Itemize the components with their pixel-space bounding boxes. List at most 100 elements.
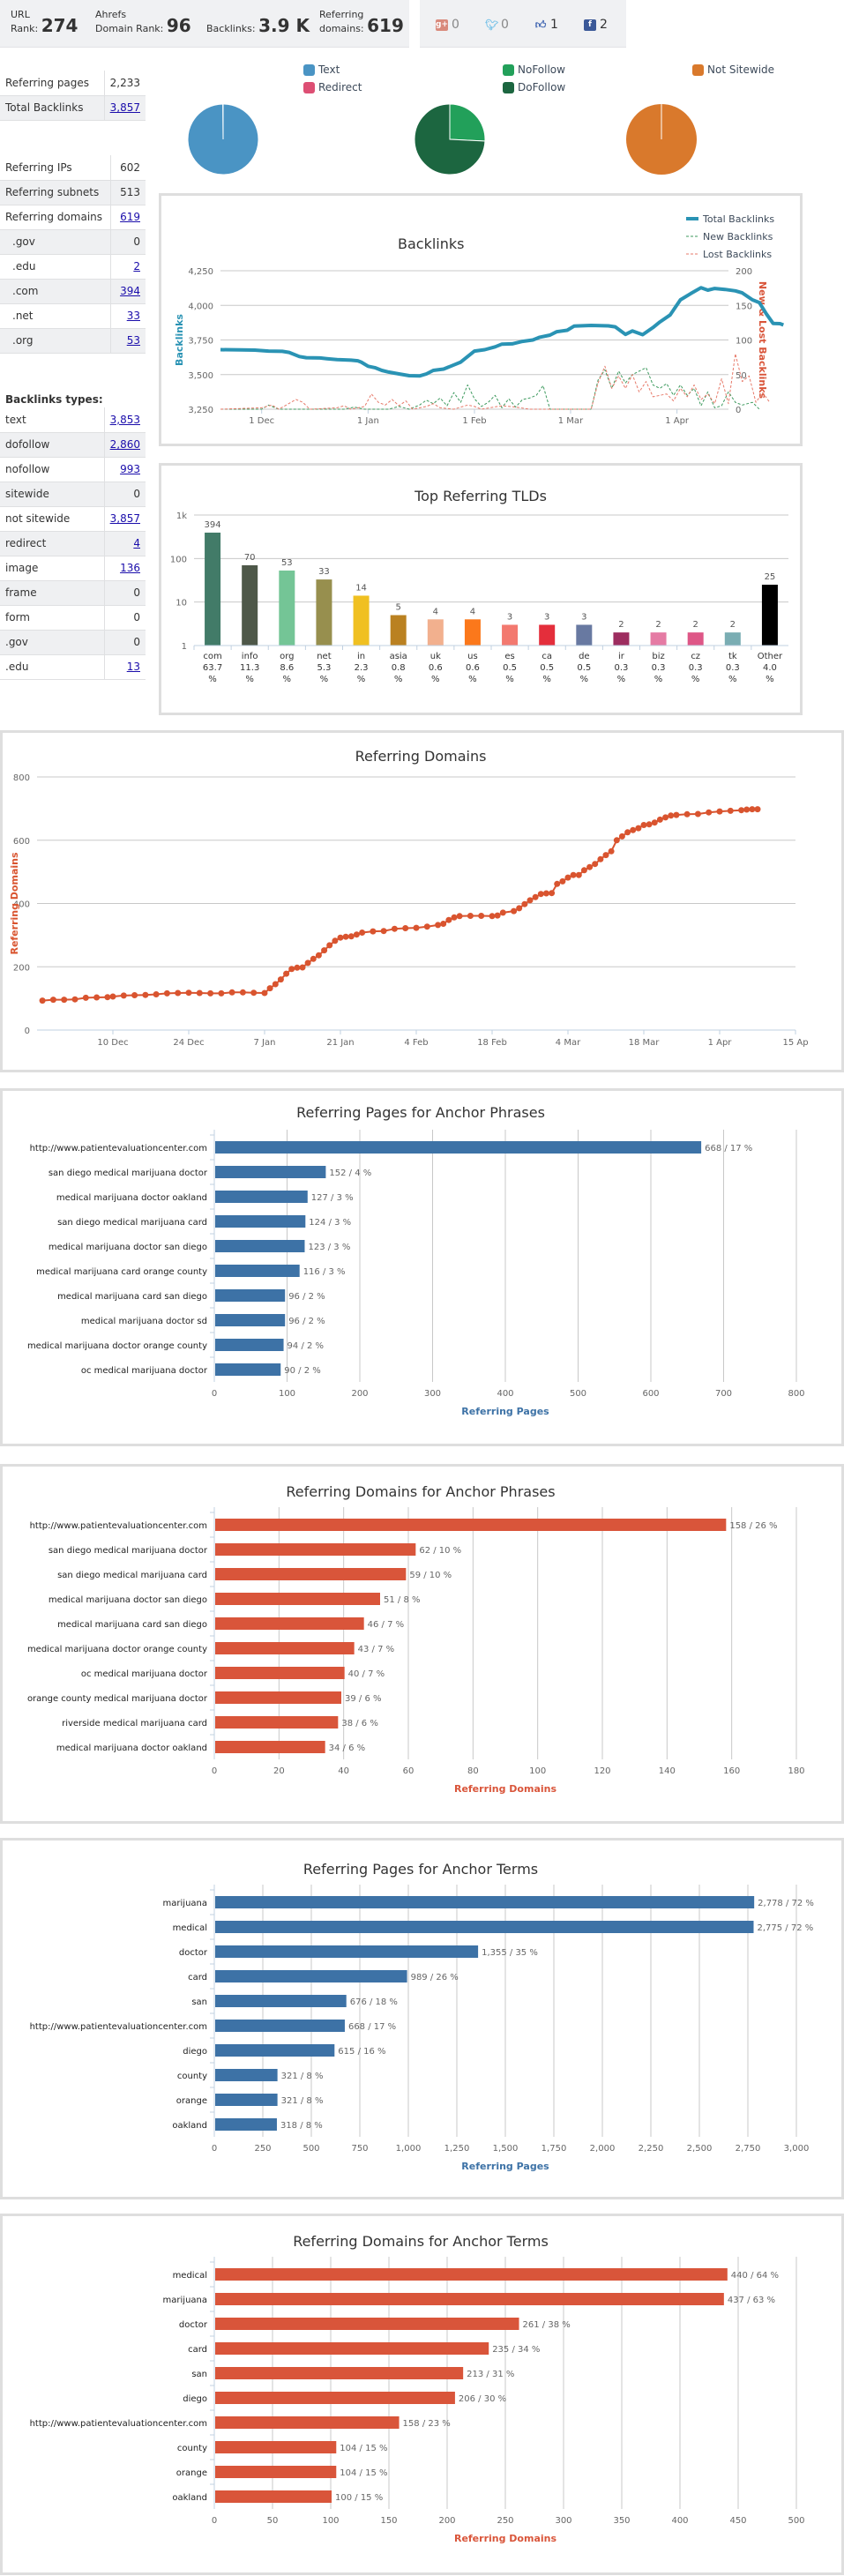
row-value-link[interactable]: 3,857 <box>110 512 140 525</box>
data-point[interactable] <box>240 989 246 996</box>
data-point[interactable] <box>614 837 620 843</box>
row-value-link[interactable]: 3,853 <box>110 414 140 426</box>
data-point[interactable] <box>576 872 582 878</box>
data-point[interactable] <box>549 890 555 896</box>
data-point[interactable] <box>348 933 355 939</box>
data-point[interactable] <box>338 935 344 941</box>
legend-not-sitewide[interactable]: Not Sitewide <box>692 63 774 76</box>
bar-org[interactable] <box>279 571 295 646</box>
legend-nofollow[interactable]: NoFollow <box>503 63 565 76</box>
data-point[interactable] <box>668 812 674 818</box>
bar[interactable] <box>215 2367 463 2379</box>
series-referring-domains[interactable] <box>42 810 758 1001</box>
data-point[interactable] <box>229 989 235 996</box>
bar[interactable] <box>215 1289 285 1302</box>
data-point[interactable] <box>652 819 658 825</box>
bar-ir[interactable] <box>613 632 629 646</box>
data-point[interactable] <box>332 937 338 944</box>
data-point[interactable] <box>635 825 641 832</box>
bar-info[interactable] <box>242 565 258 646</box>
bar[interactable] <box>215 1191 308 1203</box>
data-point[interactable] <box>343 934 349 940</box>
bar[interactable] <box>215 1240 304 1252</box>
bar[interactable] <box>215 1741 325 1753</box>
data-point[interactable] <box>61 997 67 1003</box>
data-point[interactable] <box>402 925 408 931</box>
bar-other[interactable] <box>762 585 778 646</box>
data-point[interactable] <box>294 965 300 971</box>
data-point[interactable] <box>273 982 279 988</box>
row-value-link[interactable]: 53 <box>127 334 140 347</box>
data-point[interactable] <box>104 994 110 1000</box>
bar[interactable] <box>215 1314 285 1326</box>
data-point[interactable] <box>657 817 663 823</box>
legend-label[interactable]: New Backlinks <box>703 231 773 243</box>
data-point[interactable] <box>662 814 668 820</box>
data-point[interactable] <box>278 976 284 982</box>
data-point[interactable] <box>321 947 327 953</box>
data-point[interactable] <box>543 891 549 897</box>
row-value-link[interactable]: 2 <box>133 260 140 273</box>
data-point[interactable] <box>316 952 322 959</box>
data-point[interactable] <box>93 995 100 1001</box>
bar[interactable] <box>215 1593 380 1605</box>
bar[interactable] <box>215 1617 364 1630</box>
data-point[interactable] <box>586 864 593 870</box>
data-point[interactable] <box>121 992 127 998</box>
series-total-backlinks[interactable] <box>220 287 783 376</box>
bar[interactable] <box>215 1642 355 1654</box>
data-point[interactable] <box>717 809 723 815</box>
data-point[interactable] <box>283 971 289 977</box>
series-new-backlinks[interactable] <box>220 368 759 409</box>
row-value-link[interactable]: 4 <box>133 537 140 549</box>
bar[interactable] <box>215 2069 278 2081</box>
data-point[interactable] <box>440 921 446 927</box>
data-point[interactable] <box>511 908 517 915</box>
bar[interactable] <box>215 1691 341 1704</box>
bar[interactable] <box>215 1265 300 1277</box>
data-point[interactable] <box>516 905 522 911</box>
data-point[interactable] <box>445 917 452 923</box>
data-point[interactable] <box>452 915 458 921</box>
data-point[interactable] <box>728 808 734 814</box>
data-point[interactable] <box>500 909 506 915</box>
data-point[interactable] <box>250 989 257 996</box>
data-point[interactable] <box>414 925 420 931</box>
data-point[interactable] <box>646 821 653 827</box>
data-point[interactable] <box>153 991 160 997</box>
bar[interactable] <box>215 1519 726 1531</box>
row-value-link[interactable]: 619 <box>120 211 140 223</box>
data-point[interactable] <box>72 997 78 1003</box>
bar[interactable] <box>215 2094 278 2106</box>
data-point[interactable] <box>592 861 598 867</box>
bar[interactable] <box>215 2044 334 2057</box>
data-point[interactable] <box>609 848 615 855</box>
bar-biz[interactable] <box>651 632 667 646</box>
data-point[interactable] <box>131 992 138 998</box>
data-point[interactable] <box>738 807 744 813</box>
bar[interactable] <box>215 1568 406 1580</box>
bar[interactable] <box>215 1970 407 1982</box>
bar[interactable] <box>215 2020 345 2032</box>
bar[interactable] <box>215 1363 280 1376</box>
bar[interactable] <box>215 1716 338 1729</box>
bar[interactable] <box>215 2118 277 2131</box>
bar[interactable] <box>215 2416 400 2429</box>
bar-us[interactable] <box>465 619 481 646</box>
data-point[interactable] <box>571 872 577 878</box>
bar[interactable] <box>215 1166 325 1178</box>
row-value-link[interactable]: 394 <box>120 285 140 297</box>
bar-de[interactable] <box>576 624 592 646</box>
data-point[interactable] <box>207 990 213 997</box>
data-point[interactable] <box>267 985 273 991</box>
data-point[interactable] <box>218 990 224 997</box>
bar[interactable] <box>215 1339 284 1351</box>
bar-es[interactable] <box>502 624 518 646</box>
bar-ca[interactable] <box>539 624 555 646</box>
data-point[interactable] <box>83 995 89 1001</box>
series-lost-backlinks[interactable] <box>220 354 770 409</box>
data-point[interactable] <box>424 923 430 930</box>
bar[interactable] <box>215 1945 478 1958</box>
legend-dofollow[interactable]: DoFollow <box>503 81 565 93</box>
row-value-link[interactable]: 33 <box>127 310 140 322</box>
